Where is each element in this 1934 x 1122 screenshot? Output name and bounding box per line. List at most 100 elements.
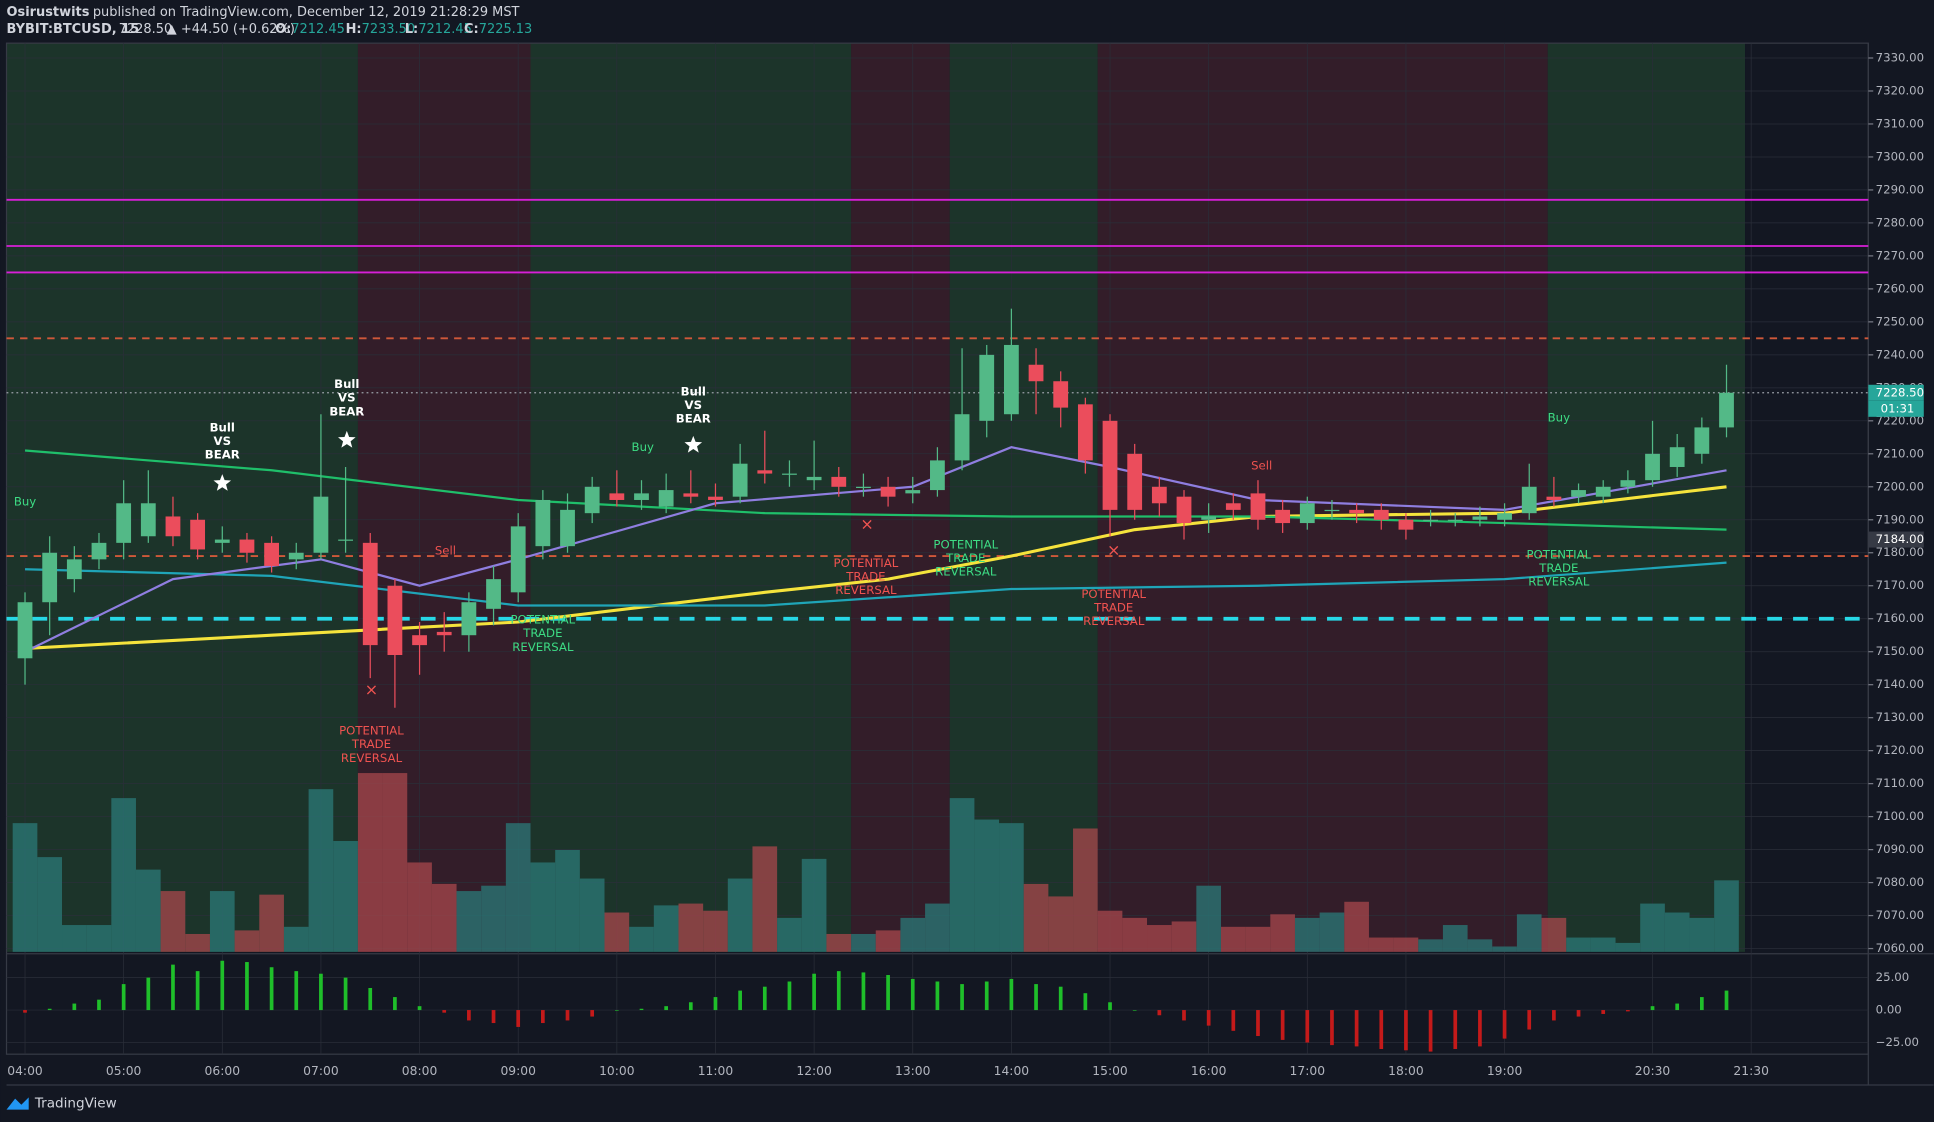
osc-bar [1650,1006,1655,1011]
osc-bar [467,1010,471,1021]
osc-bar [590,1010,595,1017]
candle-body [436,631,452,636]
volume-bar [1689,917,1715,952]
volume-bar [1023,883,1049,952]
osc-bar [614,1010,619,1011]
osc-bar [393,997,397,1011]
volume-bar [505,823,531,952]
volume-bar [1516,914,1542,952]
candle-body [856,486,871,489]
h-value: 7233.50 [362,22,416,37]
candle-body [91,542,107,560]
last: 7228.50 [119,22,173,37]
osc-bar [171,964,175,1011]
l-value: 7212.45 [418,22,472,37]
osc-tick-label: 25.00 [1876,970,1910,984]
volume-bar [1368,937,1394,952]
volume-bar [1245,926,1271,952]
osc-bar [1626,1010,1630,1012]
osc-bar [886,975,890,1011]
y-tick-label: 7070.00 [1876,908,1924,922]
osc-bar [935,981,940,1011]
volume-bar [875,930,901,952]
candle-body [140,503,156,537]
volume-bar [62,925,87,952]
annotation: REVERSAL [1528,574,1590,588]
volume-bar [431,883,457,952]
candle-body [831,476,847,487]
annotation: REVERSAL [1083,614,1145,628]
volume-bar [678,903,704,952]
osc-bar [1305,1010,1310,1043]
annotation: Bull [681,385,706,399]
volume-bar [1590,937,1616,952]
candle-body [1447,519,1463,521]
candle-body [732,463,748,497]
candle-body [387,585,403,655]
volume-bar [86,925,112,952]
volume-bar [283,926,309,952]
volume-bar [579,878,605,952]
volume-bar [160,891,186,952]
osc-bar [541,1010,545,1024]
y-tick-label: 7160.00 [1876,611,1924,625]
price-tag-label: 7184.00 [1876,532,1924,546]
x-tick-label: 11:00 [698,1064,734,1078]
annotation: BEAR [676,412,711,426]
volume-bar [530,862,556,952]
x-tick-label: 04:00 [7,1064,43,1078]
annotation: Buy [14,494,36,508]
annotation: Buy [632,440,654,454]
volume-bar [234,930,260,952]
volume-bar [1714,880,1739,952]
x-tick-label: 20:30 [1635,1064,1671,1078]
osc-tick-label: 0.00 [1876,1003,1902,1017]
osc-bar [294,971,299,1011]
y-tick-label: 7260.00 [1876,281,1924,295]
annotation: REVERSAL [835,583,897,597]
osc-bar [1502,1010,1507,1039]
star-icon [338,430,356,448]
y-tick-label: 7100.00 [1876,809,1924,823]
volume-bar [727,878,753,952]
osc-bar [1058,986,1063,1011]
osc-bar [960,984,964,1011]
candle-body [1373,509,1389,520]
annotation: POTENTIAL [339,724,404,738]
osc-bar [1379,1010,1384,1049]
osc-bar [368,987,373,1011]
y-tick-label: 7060.00 [1876,941,1924,955]
osc-bar [343,977,348,1011]
star-icon [213,474,232,491]
volume-bar [1097,910,1123,952]
candle-body [1595,486,1611,497]
osc-bar [1428,1010,1433,1052]
x-tick-label: 14:00 [994,1064,1030,1078]
candle-body [1151,486,1167,504]
osc-bar [713,997,718,1011]
candle-body [1028,364,1044,382]
countdown: 01:31 [1881,401,1915,415]
candle-body [683,493,699,497]
osc-bar [319,973,323,1011]
candle-body [1003,344,1019,415]
volume-bar [900,917,926,952]
brand: TradingView [34,1096,117,1112]
candle-body [1497,513,1512,520]
osc-bar [1206,1010,1211,1026]
osc-bar [72,1003,77,1011]
annotation: TRADE [1538,561,1578,575]
candle-body [1275,509,1291,524]
osc-bar [516,1010,521,1027]
candle-body [979,354,995,421]
volume-bar [629,926,654,952]
volume-bar [1393,937,1419,952]
y-tick-label: 7330.00 [1876,50,1924,64]
brand-logo [6,1097,29,1110]
volume-bar [604,912,630,952]
candle-body [1299,503,1315,524]
annotation: REVERSAL [341,751,403,765]
y-tick-label: 7200.00 [1876,479,1924,493]
candle-body [510,526,526,593]
volume-bar [1640,903,1665,952]
